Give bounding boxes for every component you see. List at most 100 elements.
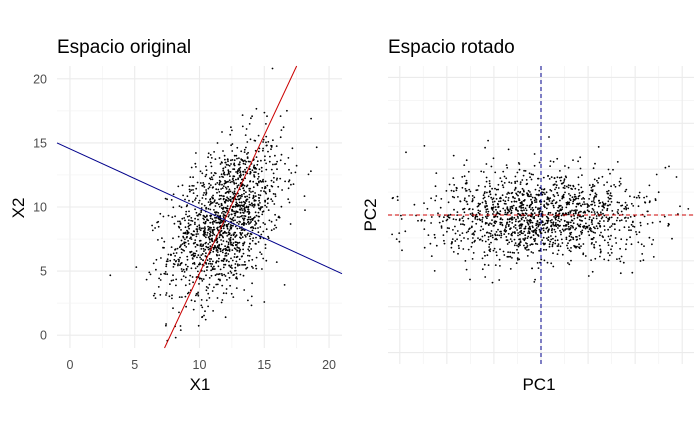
data-point [186, 265, 189, 268]
data-point [668, 223, 670, 226]
data-point [417, 219, 419, 222]
data-point [516, 259, 519, 261]
data-point [258, 147, 261, 150]
data-point [553, 228, 556, 231]
data-point [274, 195, 277, 198]
data-point [229, 226, 232, 228]
data-point [213, 200, 216, 203]
data-point [569, 227, 572, 229]
data-point [572, 236, 574, 239]
data-point [190, 219, 193, 222]
data-point [440, 198, 443, 200]
data-point [618, 229, 621, 232]
data-point [471, 212, 474, 215]
data-point [471, 195, 474, 197]
data-point [195, 250, 198, 252]
data-point [463, 175, 466, 178]
data-point [218, 222, 221, 225]
data-point [243, 241, 246, 244]
data-point [581, 203, 584, 206]
data-point [240, 174, 242, 177]
data-point [506, 255, 509, 258]
data-point [192, 255, 195, 257]
data-point [491, 219, 493, 222]
data-point [264, 223, 266, 226]
data-point [484, 146, 486, 149]
data-point [534, 278, 536, 281]
data-point [533, 238, 535, 241]
data-point [212, 246, 215, 249]
data-point [461, 217, 464, 220]
data-point [257, 219, 260, 222]
data-point [529, 244, 532, 246]
data-point [610, 185, 612, 188]
data-point [503, 175, 506, 178]
data-point [580, 215, 582, 218]
data-point [235, 182, 238, 185]
data-point [452, 177, 455, 180]
data-point [443, 216, 445, 219]
data-point [280, 129, 283, 132]
data-point [266, 115, 268, 118]
data-point [476, 215, 479, 218]
data-point [246, 218, 249, 221]
data-point [219, 197, 222, 200]
data-point [223, 223, 226, 226]
data-point [549, 189, 552, 191]
data-point [473, 240, 476, 243]
data-point [248, 249, 251, 252]
data-point [199, 170, 202, 173]
data-point [648, 184, 651, 187]
data-point [633, 226, 636, 228]
data-point [573, 196, 576, 198]
data-point [591, 203, 594, 206]
data-point [494, 220, 496, 223]
data-point [259, 251, 261, 254]
data-point [277, 185, 280, 188]
data-point [535, 193, 538, 196]
data-point [571, 225, 574, 228]
data-point [240, 150, 243, 153]
data-point [224, 275, 227, 277]
data-point [260, 166, 263, 169]
data-point [201, 315, 204, 318]
data-point [194, 221, 196, 224]
data-point [258, 181, 260, 184]
data-point [629, 236, 631, 239]
data-point [279, 177, 282, 180]
data-point [211, 229, 214, 231]
data-point [476, 205, 479, 208]
data-point [576, 209, 578, 212]
data-point [273, 228, 275, 230]
data-point [231, 197, 234, 200]
data-point [294, 171, 297, 174]
data-point [189, 190, 191, 193]
data-point [492, 203, 494, 206]
data-point [619, 260, 622, 263]
data-point [560, 214, 563, 217]
data-point [592, 217, 595, 220]
data-point [248, 235, 251, 238]
data-point [224, 166, 227, 169]
data-point [423, 202, 425, 205]
data-point [222, 232, 224, 235]
data-point [267, 235, 269, 238]
data-point [530, 243, 533, 246]
data-point [229, 175, 231, 178]
data-point [191, 220, 194, 222]
data-point [205, 191, 208, 194]
data-point [243, 192, 245, 195]
data-point [232, 175, 235, 178]
data-point [234, 187, 236, 190]
data-point [570, 247, 572, 249]
data-point [430, 222, 432, 224]
data-point [554, 235, 557, 238]
data-point [214, 274, 217, 277]
data-point [599, 220, 601, 223]
data-point [275, 261, 278, 263]
data-point [487, 224, 490, 227]
data-point [179, 329, 182, 331]
data-point [218, 179, 221, 182]
data-point [200, 207, 203, 209]
data-point [245, 128, 248, 130]
